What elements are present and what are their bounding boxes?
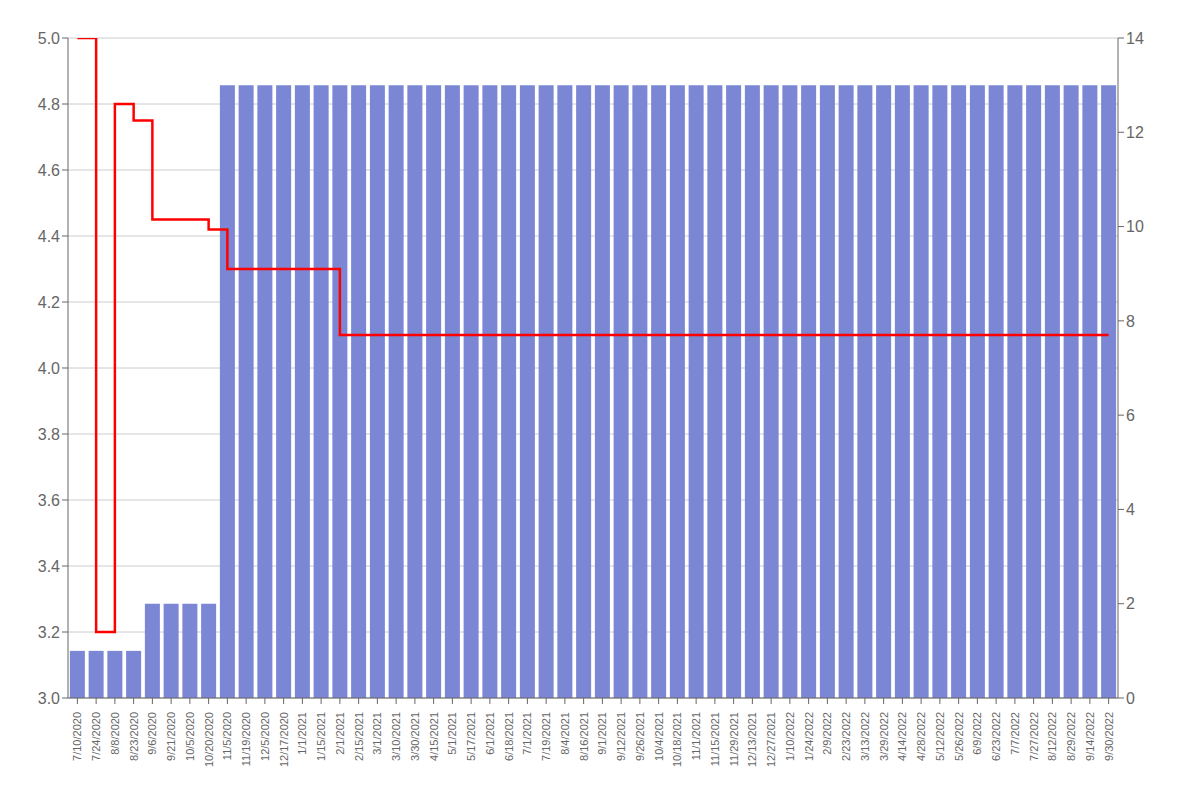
svg-text:3.8: 3.8 [38,426,60,443]
svg-text:8/12/2022: 8/12/2022 [1046,712,1058,761]
svg-text:8/8/2020: 8/8/2020 [109,712,121,755]
svg-text:11/15/2021: 11/15/2021 [709,712,721,766]
svg-text:12/13/2021: 12/13/2021 [746,712,758,767]
svg-text:1/15/2021: 1/15/2021 [315,712,327,761]
svg-text:10/20/2020: 10/20/2020 [203,712,215,767]
svg-text:12/5/2020: 12/5/2020 [259,712,271,761]
svg-text:6/23/2022: 6/23/2022 [990,712,1002,761]
svg-text:7/10/2020: 7/10/2020 [71,712,83,761]
svg-text:3.2: 3.2 [38,624,60,641]
svg-text:3/13/2022: 3/13/2022 [859,712,871,761]
svg-text:12/17/2020: 12/17/2020 [278,712,290,767]
svg-text:1/24/2022: 1/24/2022 [803,712,815,761]
svg-text:2/15/2021: 2/15/2021 [353,712,365,761]
svg-text:9/6/2020: 9/6/2020 [146,712,158,755]
svg-text:1/1/2021: 1/1/2021 [296,712,308,755]
svg-text:4.2: 4.2 [38,294,60,311]
svg-text:3/10/2021: 3/10/2021 [390,712,402,761]
svg-text:10/18/2021: 10/18/2021 [671,712,683,767]
svg-text:11/29/2021: 11/29/2021 [728,712,740,766]
svg-text:7/7/2022: 7/7/2022 [1009,712,1021,755]
svg-text:2/23/2022: 2/23/2022 [840,712,852,761]
svg-text:6: 6 [1126,407,1135,424]
svg-text:3.4: 3.4 [38,558,60,575]
svg-text:10/5/2020: 10/5/2020 [184,712,196,761]
svg-text:4/15/2021: 4/15/2021 [428,712,440,761]
svg-text:4.4: 4.4 [38,228,60,245]
svg-text:7/19/2021: 7/19/2021 [540,712,552,761]
svg-text:5/1/2021: 5/1/2021 [446,712,458,755]
svg-text:7/1/2021: 7/1/2021 [521,712,533,755]
svg-text:2/9/2022: 2/9/2022 [821,712,833,755]
svg-text:14: 14 [1126,30,1144,47]
svg-text:9/21/2020: 9/21/2020 [165,712,177,761]
svg-text:9/30/2022: 9/30/2022 [1103,712,1115,761]
svg-text:9/1/2021: 9/1/2021 [596,712,608,755]
svg-text:8/4/2021: 8/4/2021 [559,712,571,755]
svg-text:5.0: 5.0 [38,30,60,47]
svg-text:9/14/2022: 9/14/2022 [1084,712,1096,761]
svg-text:11/19/2020: 11/19/2020 [240,712,252,766]
svg-text:8: 8 [1126,313,1135,330]
svg-text:5/26/2022: 5/26/2022 [953,712,965,761]
svg-text:4.0: 4.0 [38,360,60,377]
svg-text:0: 0 [1126,690,1135,707]
svg-text:2: 2 [1126,595,1135,612]
svg-text:4.6: 4.6 [38,162,60,179]
svg-text:2/1/2021: 2/1/2021 [334,712,346,755]
svg-text:9/26/2021: 9/26/2021 [634,712,646,761]
svg-text:8/16/2021: 8/16/2021 [578,712,590,761]
svg-text:12: 12 [1126,124,1144,141]
svg-text:3.0: 3.0 [38,690,60,707]
svg-text:5/12/2022: 5/12/2022 [934,712,946,761]
svg-text:3/29/2022: 3/29/2022 [878,712,890,761]
svg-text:4.8: 4.8 [38,96,60,113]
svg-text:1/10/2022: 1/10/2022 [784,712,796,761]
svg-text:5/17/2021: 5/17/2021 [465,712,477,761]
svg-text:7/27/2022: 7/27/2022 [1028,712,1040,761]
svg-text:12/27/2021: 12/27/2021 [765,712,777,767]
svg-text:11/1/2021: 11/1/2021 [690,712,702,760]
svg-text:4/28/2022: 4/28/2022 [915,712,927,761]
svg-text:9/12/2021: 9/12/2021 [615,712,627,761]
svg-text:8/29/2022: 8/29/2022 [1065,712,1077,761]
svg-text:11/5/2020: 11/5/2020 [221,712,233,760]
svg-text:6/9/2022: 6/9/2022 [971,712,983,755]
svg-text:6/18/2021: 6/18/2021 [503,712,515,761]
svg-text:4: 4 [1126,501,1135,518]
svg-text:4/14/2022: 4/14/2022 [896,712,908,761]
svg-text:6/1/2021: 6/1/2021 [484,712,496,755]
svg-text:10: 10 [1126,218,1144,235]
svg-text:7/24/2020: 7/24/2020 [90,712,102,761]
svg-text:3/30/2021: 3/30/2021 [409,712,421,761]
svg-text:3/1/2021: 3/1/2021 [371,712,383,755]
svg-text:10/4/2021: 10/4/2021 [653,712,665,761]
svg-text:3.6: 3.6 [38,492,60,509]
svg-text:8/23/2020: 8/23/2020 [128,712,140,761]
